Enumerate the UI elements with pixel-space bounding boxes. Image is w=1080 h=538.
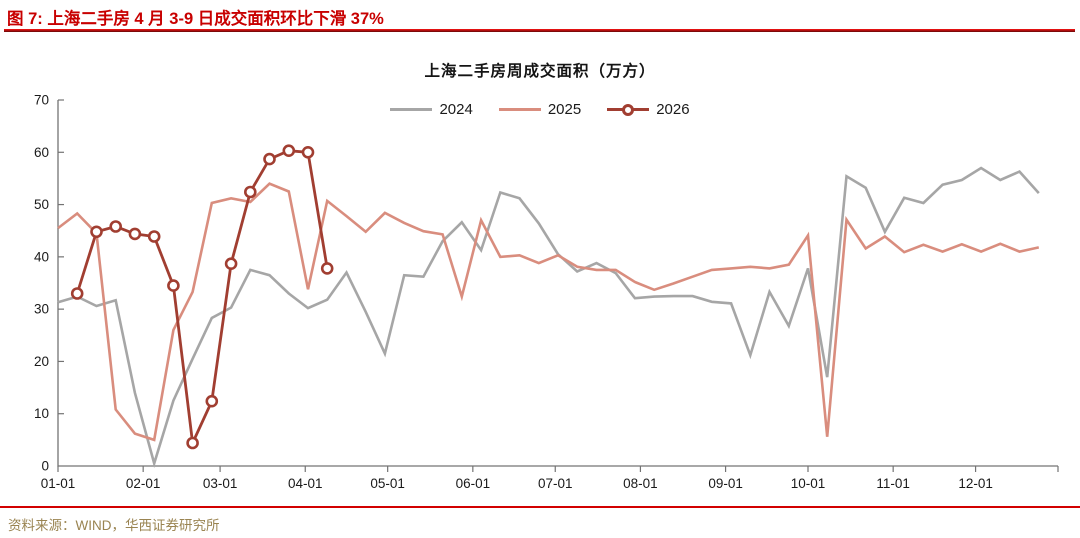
series-2026-marker bbox=[301, 146, 315, 159]
series-2024-line bbox=[57, 166, 1040, 469]
y-tick-label: 10 bbox=[34, 406, 49, 421]
x-tick-label: 09-01 bbox=[708, 476, 743, 491]
x-tick-label: 03-01 bbox=[203, 476, 238, 491]
series-2026-marker bbox=[147, 230, 161, 243]
x-tick-label: 06-01 bbox=[456, 476, 491, 491]
legend-label: 2024 bbox=[439, 101, 473, 118]
series-2026-marker bbox=[90, 225, 103, 239]
line-marker-swatch-icon bbox=[607, 103, 650, 116]
y-tick-label: 0 bbox=[41, 459, 49, 474]
line-swatch-icon bbox=[498, 108, 541, 111]
x-tick-label: 02-01 bbox=[126, 476, 161, 491]
x-tick-label: 11-01 bbox=[876, 476, 910, 491]
x-tick-label: 01-01 bbox=[41, 476, 76, 491]
x-tick-label: 04-01 bbox=[288, 476, 323, 491]
x-tick-label: 12-01 bbox=[958, 476, 993, 491]
line-chart: 0 10 20 30 40 50 60 70 01-01 02-01 03-01 04-01 05-01… bbox=[34, 93, 1059, 491]
legend-item-2026: 2026 bbox=[607, 101, 690, 118]
series-2025-line bbox=[57, 182, 1040, 442]
series-2026-marker bbox=[128, 227, 142, 241]
figure-caption: 图 7: 上海二手房 4 月 3-9 日成交面积环比下滑 37% bbox=[7, 10, 384, 28]
legend-item-2024: 2024 bbox=[390, 101, 473, 118]
series-2026-marker bbox=[224, 257, 238, 271]
y-tick-label: 40 bbox=[34, 249, 49, 264]
x-tick-label: 07-01 bbox=[538, 476, 573, 491]
chart-title: 上海二手房周成交面积（万方） bbox=[424, 63, 656, 80]
y-tick-label: 20 bbox=[34, 354, 49, 369]
chart-legend: 2024 2025 2026 bbox=[0, 101, 1080, 118]
series-2026-marker bbox=[70, 287, 84, 300]
x-tick-label: 08-01 bbox=[623, 476, 658, 491]
y-tick-label: 50 bbox=[34, 197, 49, 212]
x-tick-label: 05-01 bbox=[370, 476, 405, 491]
circle-marker-icon bbox=[622, 103, 635, 116]
series-2026-marker bbox=[167, 279, 180, 292]
series-2026-marker bbox=[320, 262, 334, 275]
series-2026-marker bbox=[109, 220, 122, 233]
series-2026-marker bbox=[263, 152, 276, 166]
series-2026-marker bbox=[282, 144, 296, 157]
series-2026-marker bbox=[205, 394, 219, 408]
header-divider bbox=[4, 29, 1075, 32]
y-tick-label: 30 bbox=[34, 302, 49, 317]
series-2026-marker bbox=[186, 436, 199, 450]
legend-item-2025: 2025 bbox=[498, 101, 582, 118]
legend-label: 2025 bbox=[547, 101, 582, 118]
source-note: 资料来源：WIND，华西证券研究所 bbox=[8, 518, 220, 533]
footer-divider bbox=[0, 506, 1080, 508]
series-2026-marker bbox=[244, 185, 257, 199]
y-tick-label: 70 bbox=[34, 93, 49, 108]
line-swatch-icon bbox=[390, 108, 433, 111]
legend-label: 2026 bbox=[656, 101, 690, 118]
x-tick-label: 10-01 bbox=[791, 476, 826, 491]
y-tick-label: 60 bbox=[34, 145, 49, 160]
